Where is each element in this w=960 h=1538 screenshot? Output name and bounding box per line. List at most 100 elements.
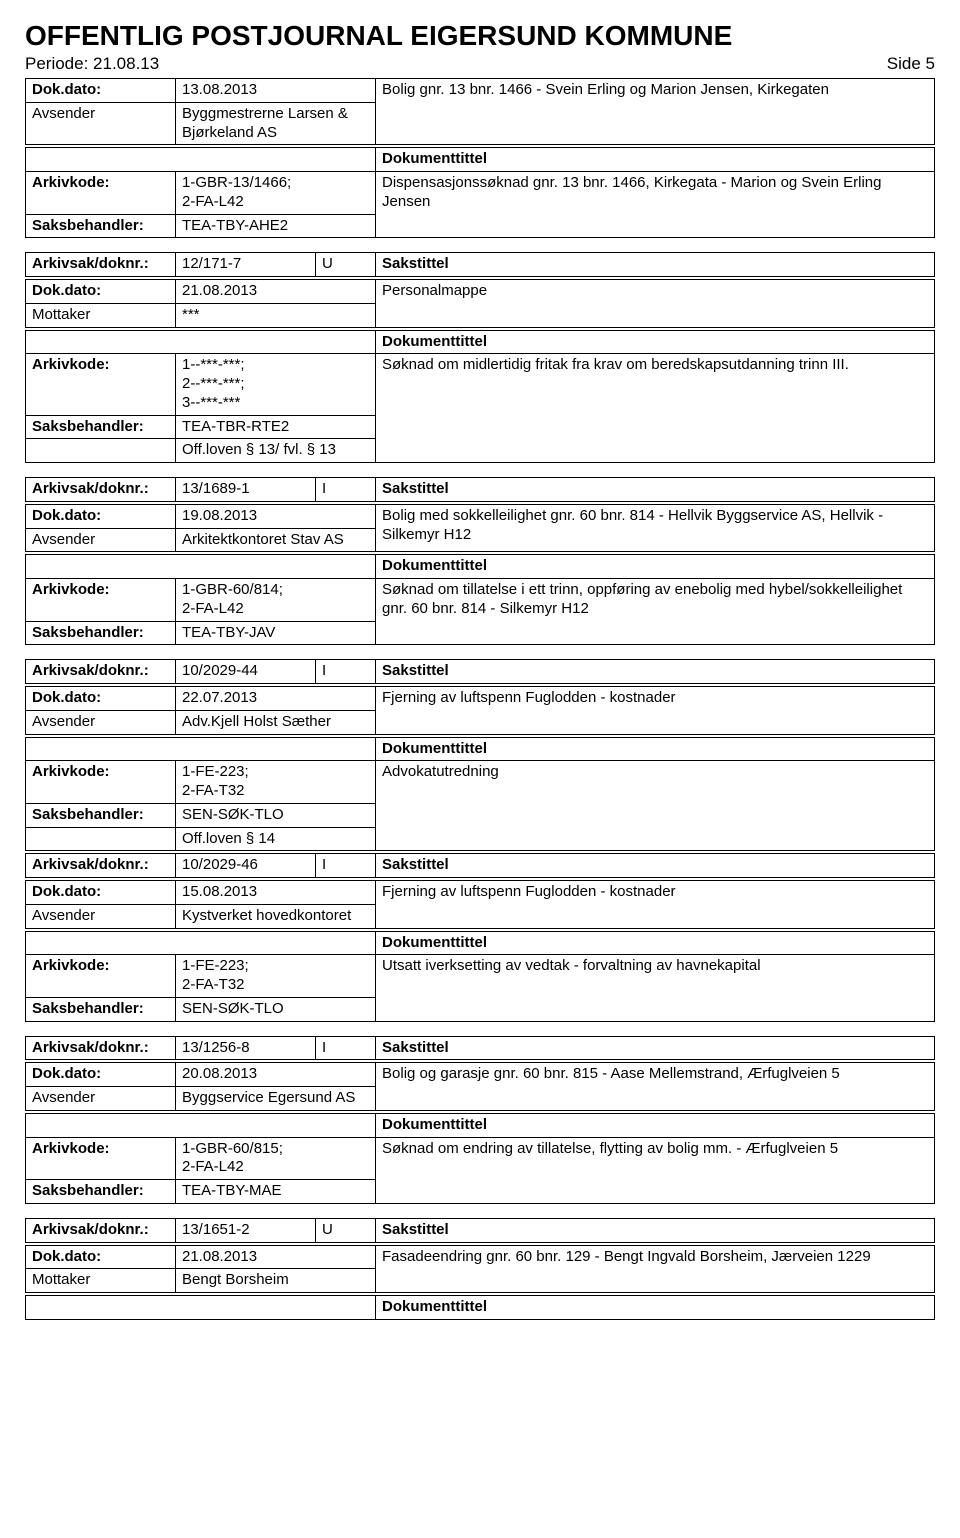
- arkivkode-value: 1-FE-223; 2-FA-T32: [176, 955, 376, 998]
- arkivkode-label: Arkivkode:: [26, 354, 176, 415]
- sakstittel-label: Sakstittel: [376, 1218, 935, 1242]
- sakstittel-text: Bolig og garasje gnr. 60 bnr. 815 - Aase…: [376, 1063, 935, 1111]
- dokdato-value: 22.07.2013: [176, 687, 376, 711]
- party-label: Avsender: [26, 904, 176, 928]
- saksbehandler-label: Saksbehandler:: [26, 803, 176, 827]
- page-title: OFFENTLIG POSTJOURNAL EIGERSUND KOMMUNE: [25, 20, 935, 52]
- sakstittel-label: Sakstittel: [376, 478, 935, 502]
- arkivsak-value: 12/171-7: [176, 253, 316, 277]
- doktext: Søknad om endring av tillatelse, flyttin…: [376, 1137, 935, 1203]
- arkivkode-value: 1-GBR-13/1466; 2-FA-L42: [176, 172, 376, 215]
- arkivsak-ui: I: [316, 660, 376, 684]
- party-value: Bengt Borsheim: [176, 1269, 376, 1293]
- dokdato-value: 15.08.2013: [176, 881, 376, 905]
- doktext: Dispensasjonssøknad gnr. 13 bnr. 1466, K…: [376, 172, 935, 238]
- arkivsak-value: 10/2029-46: [176, 854, 316, 878]
- saksbehandler-label: Saksbehandler:: [26, 214, 176, 238]
- party-value: Adv.Kjell Holst Sæther: [176, 710, 376, 734]
- saksbehandler-value: TEA-TBY-MAE: [176, 1180, 376, 1204]
- party-label: Avsender: [26, 1087, 176, 1111]
- dokumenttittel-label: Dokumenttittel: [376, 737, 935, 761]
- doktext: Advokatutredning: [376, 761, 935, 851]
- arkivsak-label: Arkivsak/doknr.:: [26, 1036, 176, 1060]
- saksbehandler-value: SEN-SØK-TLO: [176, 997, 376, 1021]
- doktext: Søknad om tillatelse i ett trinn, oppfør…: [376, 579, 935, 645]
- sakstittel-label: Sakstittel: [376, 854, 935, 878]
- offloven-value: Off.loven § 14: [176, 827, 376, 851]
- arkivkode-value: 1-GBR-60/815; 2-FA-L42: [176, 1137, 376, 1180]
- arkivkode-value: 1-GBR-60/814; 2-FA-L42: [176, 579, 376, 622]
- arkivkode-value: 1--***-***; 2--***-***; 3--***-***: [176, 354, 376, 415]
- party-value: ***: [176, 303, 376, 327]
- sakstittel-label: Sakstittel: [376, 253, 935, 277]
- saksbehandler-label: Saksbehandler:: [26, 621, 176, 645]
- dokdato-value: 21.08.2013: [176, 280, 376, 304]
- dokdato-label: Dok.dato:: [26, 504, 176, 528]
- arkivsak-label: Arkivsak/doknr.:: [26, 854, 176, 878]
- sakstittel-text: Fjerning av luftspenn Fuglodden - kostna…: [376, 881, 935, 929]
- saksbehandler-value: TEA-TBY-JAV: [176, 621, 376, 645]
- arkivsak-value: 13/1689-1: [176, 478, 316, 502]
- arkivsak-label: Arkivsak/doknr.:: [26, 478, 176, 502]
- arkivsak-value: 10/2029-44: [176, 660, 316, 684]
- party-value: Kystverket hovedkontoret: [176, 904, 376, 928]
- sakstittel-label: Sakstittel: [376, 660, 935, 684]
- arkivsak-ui: I: [316, 478, 376, 502]
- party-label: Avsender: [26, 102, 176, 145]
- sakstittel-text: Bolig med sokkelleilighet gnr. 60 bnr. 8…: [376, 504, 935, 552]
- periode-label: Periode: 21.08.13: [25, 54, 159, 74]
- arkivkode-label: Arkivkode:: [26, 579, 176, 622]
- party-value: Byggservice Egersund AS: [176, 1087, 376, 1111]
- offloven-value: Off.loven § 13/ fvl. § 13: [176, 439, 376, 463]
- dokumenttittel-label: Dokumenttittel: [376, 148, 935, 172]
- party-label: Mottaker: [26, 1269, 176, 1293]
- saksbehandler-value: SEN-SØK-TLO: [176, 803, 376, 827]
- dokdato-label: Dok.dato:: [26, 79, 176, 103]
- side-label: Side 5: [887, 54, 935, 74]
- sakstittel-label: Sakstittel: [376, 1036, 935, 1060]
- party-value: Arkitektkontoret Stav AS: [176, 528, 376, 552]
- arkivsak-ui: I: [316, 1036, 376, 1060]
- dokumenttittel-label: Dokumenttittel: [376, 330, 935, 354]
- arkivsak-label: Arkivsak/doknr.:: [26, 253, 176, 277]
- arkivkode-label: Arkivkode:: [26, 761, 176, 804]
- arkivsak-ui: U: [316, 1218, 376, 1242]
- dokdato-label: Dok.dato:: [26, 1063, 176, 1087]
- arkivkode-value: 1-FE-223; 2-FA-T32: [176, 761, 376, 804]
- dokumenttittel-label: Dokumenttittel: [376, 555, 935, 579]
- saksbehandler-label: Saksbehandler:: [26, 415, 176, 439]
- doktext: Søknad om midlertidig fritak fra krav om…: [376, 354, 935, 463]
- saksbehandler-value: TEA-TBR-RTE2: [176, 415, 376, 439]
- arkivsak-ui: U: [316, 253, 376, 277]
- saksbehandler-label: Saksbehandler:: [26, 1180, 176, 1204]
- arkivkode-label: Arkivkode:: [26, 172, 176, 215]
- arkivkode-label: Arkivkode:: [26, 955, 176, 998]
- dokdato-label: Dok.dato:: [26, 280, 176, 304]
- arkivsak-ui: I: [316, 854, 376, 878]
- party-value: Byggmestrerne Larsen & Bjørkeland AS: [176, 102, 376, 145]
- arkivkode-label: Arkivkode:: [26, 1137, 176, 1180]
- arkivsak-value: 13/1256-8: [176, 1036, 316, 1060]
- dokdato-value: 13.08.2013: [176, 79, 376, 103]
- dokdato-value: 20.08.2013: [176, 1063, 376, 1087]
- dokumenttittel-label: Dokumenttittel: [376, 1296, 935, 1320]
- arkivsak-value: 13/1651-2: [176, 1218, 316, 1242]
- dokumenttittel-label: Dokumenttittel: [376, 931, 935, 955]
- arkivsak-label: Arkivsak/doknr.:: [26, 1218, 176, 1242]
- dokdato-label: Dok.dato:: [26, 1245, 176, 1269]
- dokdato-label: Dok.dato:: [26, 881, 176, 905]
- party-label: Avsender: [26, 528, 176, 552]
- dokdato-label: Dok.dato:: [26, 687, 176, 711]
- doktext: Utsatt iverksetting av vedtak - forvaltn…: [376, 955, 935, 1021]
- arkivsak-label: Arkivsak/doknr.:: [26, 660, 176, 684]
- saksbehandler-value: TEA-TBY-AHE2: [176, 214, 376, 238]
- sakstittel-text: Fasadeendring gnr. 60 bnr. 129 - Bengt I…: [376, 1245, 935, 1293]
- saksbehandler-label: Saksbehandler:: [26, 997, 176, 1021]
- sakstittel-text: Fjerning av luftspenn Fuglodden - kostna…: [376, 687, 935, 735]
- party-label: Mottaker: [26, 303, 176, 327]
- dokdato-value: 19.08.2013: [176, 504, 376, 528]
- dokumenttittel-label: Dokumenttittel: [376, 1113, 935, 1137]
- sakstittel-text: Bolig gnr. 13 bnr. 1466 - Svein Erling o…: [376, 79, 935, 145]
- party-label: Avsender: [26, 710, 176, 734]
- sakstittel-text: Personalmappe: [376, 280, 935, 328]
